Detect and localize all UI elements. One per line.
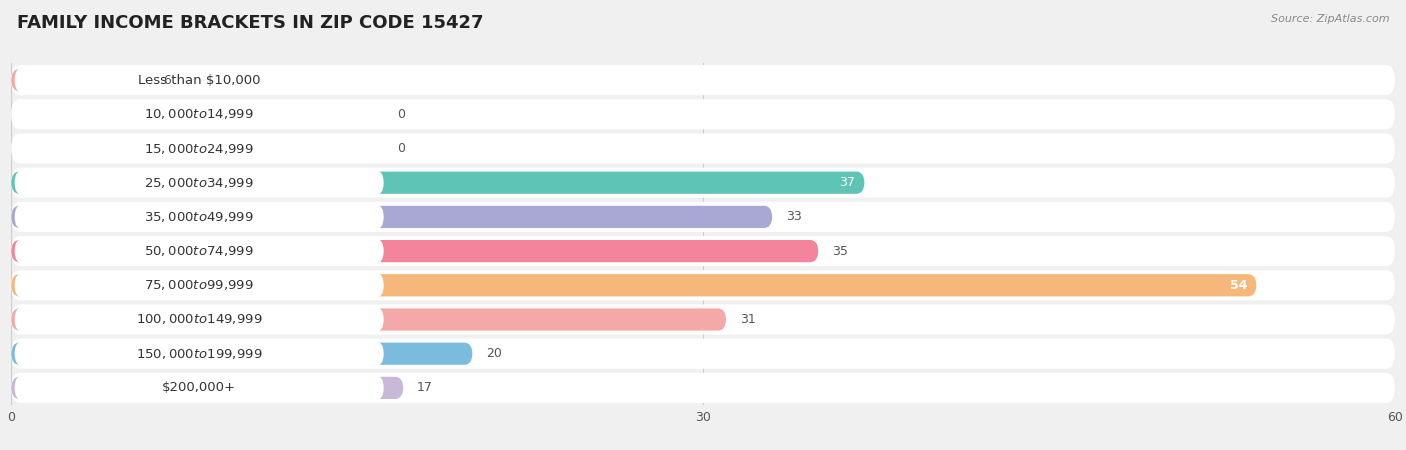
FancyBboxPatch shape: [11, 342, 472, 365]
FancyBboxPatch shape: [11, 99, 1395, 129]
FancyBboxPatch shape: [14, 102, 384, 126]
FancyBboxPatch shape: [11, 206, 772, 228]
FancyBboxPatch shape: [14, 307, 384, 332]
Text: 20: 20: [486, 347, 502, 360]
FancyBboxPatch shape: [11, 339, 1395, 369]
Text: 0: 0: [398, 108, 405, 121]
Text: 17: 17: [418, 382, 433, 394]
FancyBboxPatch shape: [11, 134, 1395, 163]
Text: 33: 33: [786, 211, 801, 223]
Text: Source: ZipAtlas.com: Source: ZipAtlas.com: [1271, 14, 1389, 23]
Text: 54: 54: [1230, 279, 1247, 292]
FancyBboxPatch shape: [11, 240, 818, 262]
FancyBboxPatch shape: [11, 65, 1395, 95]
FancyBboxPatch shape: [11, 69, 149, 91]
FancyBboxPatch shape: [14, 171, 384, 195]
FancyBboxPatch shape: [11, 308, 725, 331]
FancyBboxPatch shape: [14, 136, 384, 161]
FancyBboxPatch shape: [14, 342, 384, 366]
Text: $50,000 to $74,999: $50,000 to $74,999: [145, 244, 254, 258]
FancyBboxPatch shape: [14, 205, 384, 229]
Text: 37: 37: [839, 176, 855, 189]
Text: $100,000 to $149,999: $100,000 to $149,999: [136, 312, 263, 327]
Text: 6: 6: [163, 74, 172, 86]
Text: $200,000+: $200,000+: [162, 382, 236, 394]
FancyBboxPatch shape: [14, 239, 384, 263]
Text: FAMILY INCOME BRACKETS IN ZIP CODE 15427: FAMILY INCOME BRACKETS IN ZIP CODE 15427: [17, 14, 484, 32]
Text: $35,000 to $49,999: $35,000 to $49,999: [145, 210, 254, 224]
Text: 0: 0: [398, 142, 405, 155]
FancyBboxPatch shape: [14, 273, 384, 297]
FancyBboxPatch shape: [11, 202, 1395, 232]
FancyBboxPatch shape: [11, 274, 1257, 297]
FancyBboxPatch shape: [14, 68, 384, 92]
Text: 35: 35: [832, 245, 848, 257]
FancyBboxPatch shape: [11, 270, 1395, 300]
Text: $75,000 to $99,999: $75,000 to $99,999: [145, 278, 254, 293]
FancyBboxPatch shape: [14, 376, 384, 400]
Text: $10,000 to $14,999: $10,000 to $14,999: [145, 107, 254, 122]
Text: 31: 31: [740, 313, 755, 326]
FancyBboxPatch shape: [11, 168, 1395, 198]
FancyBboxPatch shape: [11, 305, 1395, 334]
Text: $25,000 to $34,999: $25,000 to $34,999: [145, 176, 254, 190]
FancyBboxPatch shape: [11, 236, 1395, 266]
Text: $150,000 to $199,999: $150,000 to $199,999: [136, 346, 263, 361]
Text: $15,000 to $24,999: $15,000 to $24,999: [145, 141, 254, 156]
FancyBboxPatch shape: [11, 373, 1395, 403]
Text: Less than $10,000: Less than $10,000: [138, 74, 260, 86]
FancyBboxPatch shape: [11, 377, 404, 399]
FancyBboxPatch shape: [11, 171, 865, 194]
